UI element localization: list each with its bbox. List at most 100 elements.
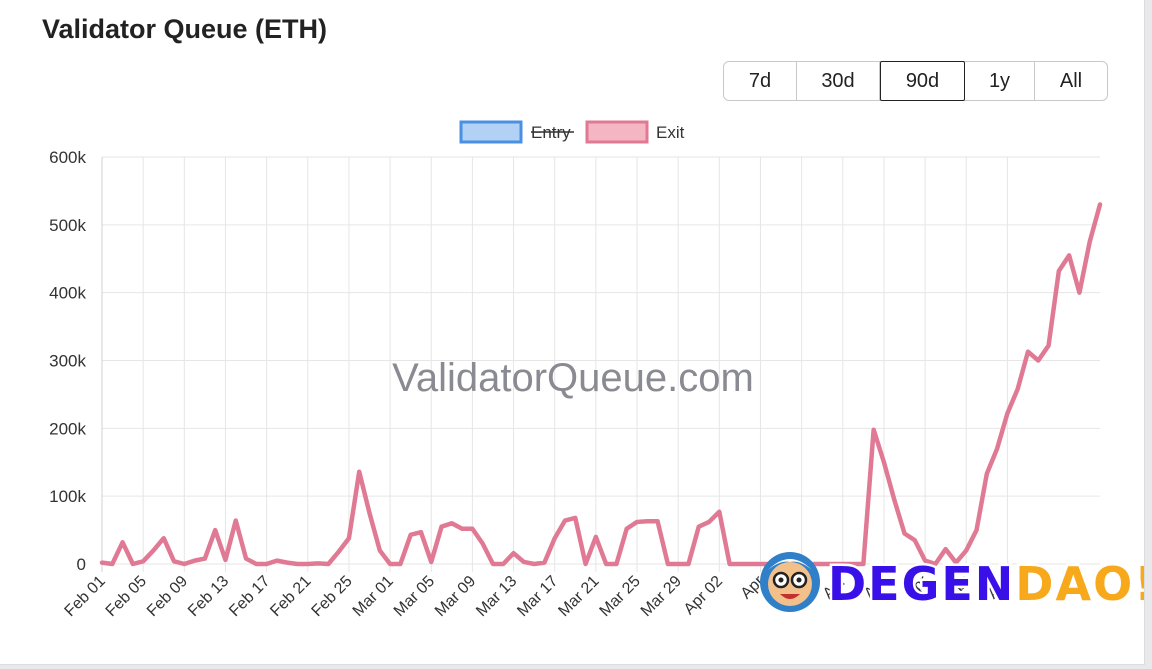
exit-data-point[interactable] bbox=[881, 459, 887, 465]
y-axis: 0 100k 200k 300k 400k 500k 600k bbox=[49, 148, 86, 574]
exit-data-point[interactable] bbox=[634, 519, 640, 525]
range-90d-button[interactable]: 90d bbox=[880, 61, 965, 101]
exit-data-point[interactable] bbox=[603, 561, 609, 567]
exit-data-point[interactable] bbox=[685, 561, 691, 567]
exit-data-point[interactable] bbox=[994, 446, 1000, 452]
exit-data-point[interactable] bbox=[655, 518, 661, 524]
exit-data-point[interactable] bbox=[1025, 349, 1031, 355]
exit-data-point[interactable] bbox=[233, 518, 239, 524]
exit-data-point[interactable] bbox=[120, 539, 126, 545]
exit-data-point[interactable] bbox=[562, 518, 568, 524]
exit-data-point[interactable] bbox=[181, 561, 187, 567]
x-tick-label: Apr 02 bbox=[681, 573, 726, 618]
exit-data-point[interactable] bbox=[1004, 410, 1010, 416]
exit-data-point[interactable] bbox=[449, 520, 455, 526]
exit-data-point[interactable] bbox=[613, 561, 619, 567]
exit-data-point[interactable] bbox=[192, 558, 198, 564]
exit-data-point[interactable] bbox=[459, 526, 465, 532]
exit-data-point[interactable] bbox=[757, 561, 763, 567]
exit-data-point[interactable] bbox=[624, 526, 630, 532]
exit-data-point[interactable] bbox=[130, 561, 136, 567]
exit-data-point[interactable] bbox=[871, 427, 877, 433]
exit-data-point[interactable] bbox=[408, 532, 414, 538]
exit-data-point[interactable] bbox=[150, 547, 156, 553]
exit-data-point[interactable] bbox=[274, 558, 280, 564]
range-all-button[interactable]: All bbox=[1059, 69, 1083, 92]
exit-data-point[interactable] bbox=[675, 561, 681, 567]
exit-data-point[interactable] bbox=[264, 561, 270, 567]
exit-data-point[interactable] bbox=[294, 561, 300, 567]
exit-data-point[interactable] bbox=[253, 561, 259, 567]
exit-data-point[interactable] bbox=[397, 561, 403, 567]
exit-data-point[interactable] bbox=[1087, 239, 1093, 245]
range-7d-button[interactable]: 7d bbox=[724, 62, 797, 100]
exit-data-point[interactable] bbox=[747, 561, 753, 567]
legend-item-entry[interactable]: Entry bbox=[459, 120, 574, 144]
exit-data-point[interactable] bbox=[1097, 201, 1103, 207]
exit-data-point[interactable] bbox=[1035, 358, 1041, 364]
exit-data-point[interactable] bbox=[377, 547, 383, 553]
legend-item-exit[interactable]: Exit bbox=[585, 120, 685, 144]
exit-data-point[interactable] bbox=[583, 561, 589, 567]
y-tick-label: 400k bbox=[49, 284, 86, 303]
exit-data-point[interactable] bbox=[644, 518, 650, 524]
exit-data-point[interactable] bbox=[284, 560, 290, 566]
exit-data-point[interactable] bbox=[1046, 343, 1052, 349]
exit-data-point[interactable] bbox=[572, 515, 578, 521]
exit-data-point[interactable] bbox=[1056, 268, 1062, 274]
exit-data-point[interactable] bbox=[490, 561, 496, 567]
exit-data-point[interactable] bbox=[356, 469, 362, 475]
exit-data-point[interactable] bbox=[480, 541, 486, 547]
exit-data-point[interactable] bbox=[469, 526, 475, 532]
exit-data-point[interactable] bbox=[706, 519, 712, 525]
exit-data-point[interactable] bbox=[305, 561, 311, 567]
exit-data-point[interactable] bbox=[891, 497, 897, 503]
exit-data-point[interactable] bbox=[171, 558, 177, 564]
exit-data-point[interactable] bbox=[665, 561, 671, 567]
exit-data-point[interactable] bbox=[593, 534, 599, 540]
exit-data-point[interactable] bbox=[367, 510, 373, 516]
exit-data-point[interactable] bbox=[521, 559, 527, 565]
exit-data-point[interactable] bbox=[541, 560, 547, 566]
exit-data-point[interactable] bbox=[696, 524, 702, 530]
exit-data-point[interactable] bbox=[212, 527, 218, 533]
exit-data-point[interactable] bbox=[511, 550, 517, 556]
exit-data-point[interactable] bbox=[1076, 290, 1082, 296]
exit-data-point[interactable] bbox=[161, 535, 167, 541]
exit-data-point[interactable] bbox=[418, 529, 424, 535]
x-tick-label: Feb 09 bbox=[144, 573, 191, 620]
range-30d-button[interactable]: 30d bbox=[797, 62, 880, 100]
exit-data-point[interactable] bbox=[202, 556, 208, 562]
x-tick-label: Feb 01 bbox=[62, 573, 109, 620]
exit-data-point[interactable] bbox=[243, 556, 249, 562]
exit-data-point[interactable] bbox=[963, 547, 969, 553]
exit-data-point[interactable] bbox=[315, 560, 321, 566]
exit-data-point[interactable] bbox=[819, 561, 825, 567]
y-tick-label: 500k bbox=[49, 216, 86, 235]
exit-data-point[interactable] bbox=[387, 561, 393, 567]
exit-data-point[interactable] bbox=[1066, 252, 1072, 258]
exit-data-point[interactable] bbox=[325, 561, 331, 567]
exit-data-point[interactable] bbox=[943, 546, 949, 552]
exit-data-point[interactable] bbox=[716, 509, 722, 515]
range-1y-button[interactable]: 1y bbox=[965, 62, 1035, 100]
exit-data-point[interactable] bbox=[552, 535, 558, 541]
exit-data-point[interactable] bbox=[428, 559, 434, 565]
exit-data-point[interactable] bbox=[737, 561, 743, 567]
exit-data-point[interactable] bbox=[439, 524, 445, 530]
exit-data-point[interactable] bbox=[984, 471, 990, 477]
exit-data-point[interactable] bbox=[902, 530, 908, 536]
exit-data-point[interactable] bbox=[531, 561, 537, 567]
exit-data-point[interactable] bbox=[222, 557, 228, 563]
exit-data-point[interactable] bbox=[346, 535, 352, 541]
exit-data-point[interactable] bbox=[109, 561, 115, 567]
exit-data-point[interactable] bbox=[336, 549, 342, 555]
exit-data-point[interactable] bbox=[912, 537, 918, 543]
exit-data-point[interactable] bbox=[140, 558, 146, 564]
exit-data-point[interactable] bbox=[727, 561, 733, 567]
exit-data-point[interactable] bbox=[99, 560, 105, 566]
exit-data-point[interactable] bbox=[974, 527, 980, 533]
exit-data-point[interactable] bbox=[500, 561, 506, 567]
exit-data-point[interactable] bbox=[1015, 386, 1021, 392]
x-tick-label: Mar 21 bbox=[555, 573, 602, 620]
